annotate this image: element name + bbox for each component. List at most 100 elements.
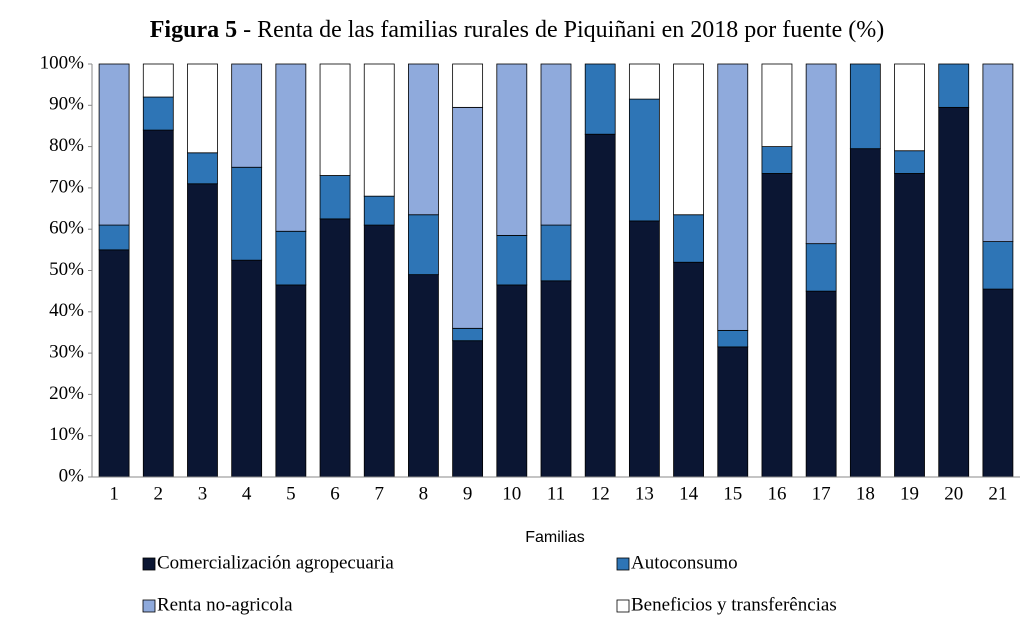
x-tick-label: 18 [856, 483, 875, 504]
bar-segment [540, 224, 572, 282]
y-tick-label: 70% [49, 176, 84, 197]
x-tick-label: 3 [198, 483, 208, 504]
bar-segment [496, 234, 528, 286]
bar-segment [849, 148, 881, 478]
bar-segment [408, 63, 439, 216]
bar-segment [275, 284, 307, 478]
bar-segment [275, 230, 307, 286]
x-tick-label: 10 [502, 483, 521, 504]
x-tick-label: 16 [767, 483, 786, 504]
bar-segment [673, 261, 704, 478]
y-tick-label: 0% [59, 465, 85, 486]
bar-segment [408, 274, 439, 478]
x-tick-label: 20 [944, 483, 963, 504]
bar-segment [408, 214, 439, 276]
legend-label: Renta no-agricola [157, 594, 293, 615]
bar-segment [452, 327, 484, 342]
bar-segment [540, 63, 572, 226]
bar-segment [98, 224, 130, 251]
x-tick-label: 4 [242, 483, 252, 504]
bar-segment [319, 175, 351, 220]
bar-segment [761, 63, 793, 147]
x-tick-label: 11 [547, 483, 565, 504]
bar-segment [938, 63, 970, 108]
bar-segment [452, 340, 484, 478]
bar-segment [231, 259, 263, 478]
legend-label: Comercialización agropecuaria [157, 552, 394, 573]
bar-segment [982, 288, 1014, 478]
bar-segment [142, 96, 174, 131]
legend-swatch [616, 599, 630, 613]
x-tick-label: 19 [900, 483, 919, 504]
bar-segment [805, 290, 837, 478]
y-tick-label: 50% [49, 259, 84, 280]
x-axis-label: Familias [525, 529, 585, 546]
x-tick-label: 17 [812, 483, 831, 504]
y-tick-label: 10% [49, 424, 84, 445]
x-tick-label: 13 [635, 483, 654, 504]
legend-label: Autoconsumo [631, 552, 738, 573]
y-tick-label: 60% [49, 218, 84, 239]
bar-segment [98, 63, 130, 226]
bar-segment [452, 106, 484, 329]
bar-segment [142, 129, 174, 478]
bar-segment [496, 284, 528, 478]
y-tick-label: 30% [49, 341, 84, 362]
bar-segment [849, 63, 881, 150]
bar-segment [761, 173, 793, 478]
bar-segment [982, 241, 1014, 290]
y-tick-label: 40% [49, 300, 84, 321]
bar-segment [584, 63, 616, 135]
x-tick-label: 6 [330, 483, 340, 504]
bar-segment [452, 63, 484, 108]
x-tick-label: 9 [463, 483, 473, 504]
bar-segment [938, 106, 970, 478]
x-tick-label: 15 [723, 483, 742, 504]
x-tick-label: 7 [374, 483, 384, 504]
bar-segment [187, 152, 218, 185]
bar-segment [540, 280, 572, 478]
bar-segment [673, 214, 704, 263]
bar-segment [319, 218, 351, 478]
bar-segment [231, 166, 263, 261]
bar-segment [363, 195, 395, 226]
legend-label: Beneficios y transferências [631, 594, 837, 615]
chart-title: - Renta de las familias rurales de Piqui… [243, 17, 884, 43]
x-tick-label: 12 [591, 483, 610, 504]
bar-segment [628, 98, 660, 222]
bar-segment [98, 249, 130, 478]
bar-segment [894, 63, 925, 152]
bar-segment [187, 63, 218, 154]
bar-segment [717, 346, 749, 478]
y-tick-label: 90% [49, 94, 84, 115]
x-tick-label: 5 [286, 483, 296, 504]
bar-segment [496, 63, 528, 236]
bar-segment [805, 63, 837, 245]
bar-segment [805, 243, 837, 292]
bar-segment [717, 63, 749, 331]
bar-segment [673, 63, 704, 216]
bar-segment [275, 63, 307, 232]
y-tick-label: 100% [40, 52, 85, 73]
bar-segment [142, 63, 174, 98]
bar-segment [319, 63, 351, 176]
legend-swatch [616, 557, 630, 571]
bar-segment [231, 63, 263, 168]
bar-segment [187, 183, 218, 478]
chart-title-group: Figura 5 - Renta de las familias rurales… [150, 17, 884, 43]
bar-segment [761, 146, 793, 174]
bar-segment [894, 150, 925, 174]
bar-segment [628, 220, 660, 478]
y-tick-label: 20% [49, 383, 84, 404]
bar-segment [982, 63, 1014, 242]
y-tick-label: 80% [49, 135, 84, 156]
bar-segment [363, 224, 395, 478]
bar-segment [628, 63, 660, 100]
bar-segment [584, 133, 616, 478]
bar-segment [363, 63, 395, 197]
bar-segment [894, 173, 925, 478]
x-tick-label: 2 [154, 483, 164, 504]
legend-swatch [142, 557, 156, 571]
chart-title-prefix: Figura 5 [150, 17, 237, 43]
legend-swatch [142, 599, 156, 613]
